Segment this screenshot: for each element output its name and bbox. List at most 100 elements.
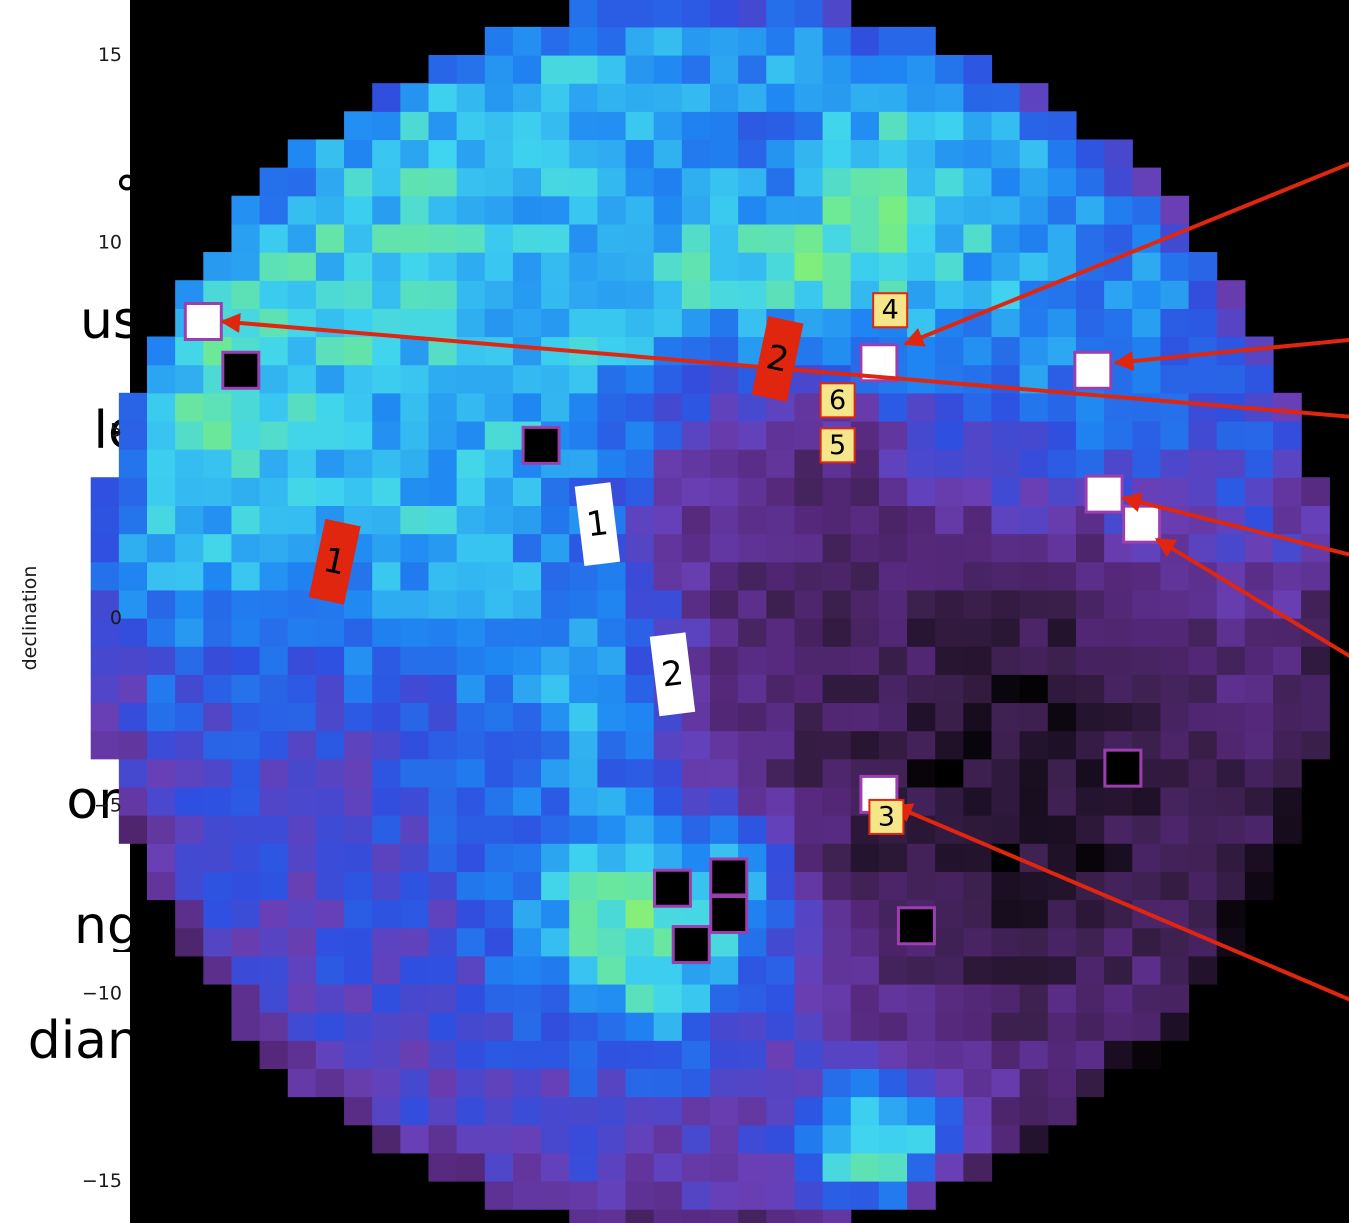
heatmap-pixel [1075,843,1105,872]
heatmap-pixel [400,618,430,647]
heatmap-pixel [259,758,289,788]
heatmap-pixel [935,674,964,704]
heatmap-pixel [456,955,486,985]
heatmap-pixel [1132,252,1161,281]
heatmap-pixel [512,899,542,929]
heatmap-pixel [512,618,542,647]
heatmap-pixel [1160,674,1190,704]
heatmap-pixel [625,83,655,112]
heatmap-pixel [822,533,852,563]
heatmap-pixel [400,589,430,619]
heatmap-pixel [569,899,598,929]
heatmap-pixel [428,1068,458,1098]
heatmap-pixel [878,223,908,253]
heatmap-pixel [512,83,542,112]
heatmap-pixel [315,983,345,1013]
heatmap-pixel [935,646,964,675]
heatmap-pixel [794,533,824,563]
heatmap-pixel [766,815,796,844]
slide-text-fragment: ng [74,900,140,952]
heatmap-pixel [1188,871,1218,901]
heatmap-pixel [541,618,570,647]
heatmap-pixel [456,1040,486,1069]
heatmap-pixel [963,420,993,450]
heatmap-pixel [766,1012,796,1041]
heatmap-pixel [512,392,542,422]
heatmap-pixel [963,252,993,281]
y-tick-label: −10 [82,982,122,1004]
heatmap-pixel [456,927,486,957]
annotation-label-box [308,518,361,605]
heatmap-pixel [1132,308,1161,338]
heatmap-pixel [794,0,824,28]
heatmap-pixel [1075,167,1105,197]
heatmap-pixel [541,702,570,732]
heatmap-pixel [850,618,880,647]
heatmap-pixel [1188,449,1218,478]
heatmap-pixel [400,899,430,929]
heatmap-pixel [878,420,908,450]
heatmap-pixel [1160,786,1190,816]
heatmap-pixel [147,364,176,394]
annotation-label-yellow: 5 [819,427,856,464]
heatmap-pixel [512,195,542,225]
heatmap-pixel [428,871,458,901]
heatmap-pixel [878,955,908,985]
heatmap-pixel [1160,843,1190,872]
heatmap-pixel [681,308,711,338]
heatmap-pixel [935,758,964,788]
heatmap-pixel [400,927,430,957]
heatmap-pixel [850,1152,880,1182]
heatmap-pixel [372,449,401,478]
heatmap-pixel [541,280,570,309]
heatmap-pixel [878,111,908,141]
heatmap-pixel [991,83,1021,112]
heatmap-pixel [259,983,289,1013]
heatmap-pixel [541,26,570,56]
heatmap-pixel [456,589,486,619]
heatmap-pixel [344,280,373,309]
heatmap-pixel [597,646,627,675]
heatmap-pixel [1244,730,1274,760]
heatmap-pixel [344,1096,373,1126]
heatmap-pixel [175,589,204,619]
heatmap-pixel [681,843,711,872]
heatmap-pixel [963,927,993,957]
heatmap-pixel [428,167,458,197]
heatmap-pixel [400,786,430,816]
heatmap-pixel [259,336,289,366]
heatmap-pixel [597,786,627,816]
heatmap-pixel [484,843,514,872]
heatmap-pixel [175,449,204,478]
heatmap-pixel [1075,730,1105,760]
heatmap-pixel [597,195,627,225]
heatmap-pixel [822,955,852,985]
heatmap-pixel [484,758,514,788]
heatmap-pixel [147,449,176,478]
heatmap-pixel [681,1040,711,1069]
heatmap-pixel [653,1012,683,1041]
heatmap-pixel [963,758,993,788]
heatmap-pixel [372,1068,401,1098]
heatmap-pixel [541,1152,570,1182]
heatmap-pixel [1075,786,1105,816]
heatmap-pixel [1273,730,1302,760]
heatmap-pixel [1188,589,1218,619]
heatmap-pixel [625,674,655,704]
heatmap-pixel [738,420,767,450]
heatmap-pixel [794,1040,824,1069]
heatmap-pixel [878,55,908,84]
heatmap-pixel [344,1068,373,1098]
heatmap-pixel [766,26,796,56]
heatmap-pixel [512,843,542,872]
heatmap-pixel [878,252,908,281]
heatmap-pixel [231,449,261,478]
heatmap-pixel [372,786,401,816]
heatmap-pixel [456,561,486,591]
heatmap-pixel [287,252,317,281]
heatmap-pixel [766,955,796,985]
heatmap-pixel [794,674,824,704]
heatmap-pixel [1104,139,1133,169]
heatmap-pixel [681,167,711,197]
heatmap-pixel [625,786,655,816]
